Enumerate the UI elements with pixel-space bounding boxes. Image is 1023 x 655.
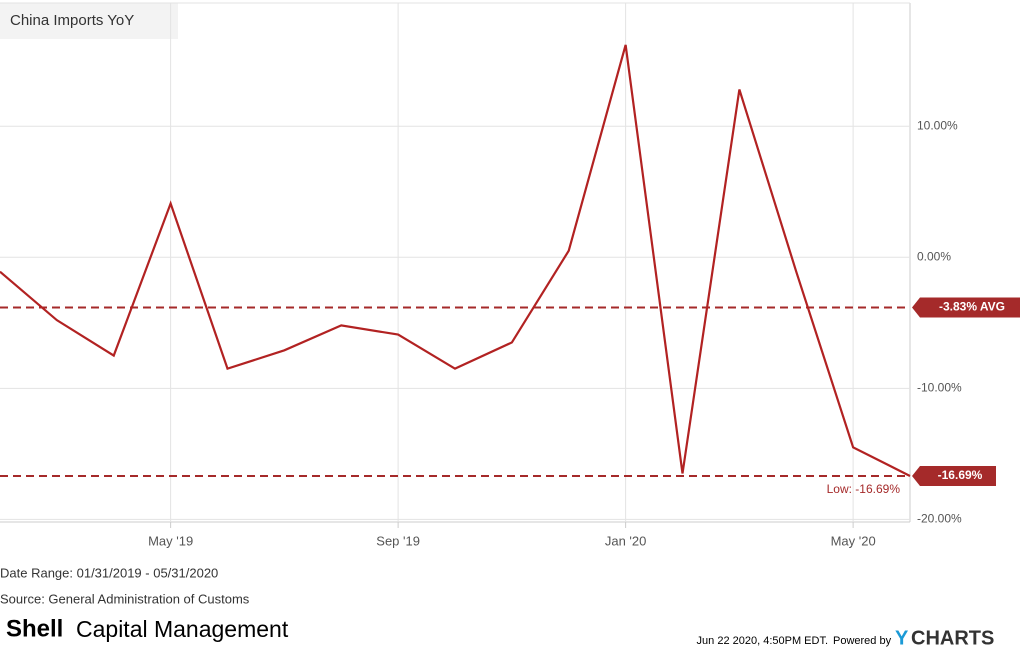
source: Source: General Administration of Custom… <box>0 591 250 606</box>
timestamp: Jun 22 2020, 4:50PM EDT. <box>697 635 828 647</box>
ycharts-y: Y <box>895 627 909 649</box>
reference-badge <box>912 297 1020 318</box>
y-tick-label: 0.00% <box>917 249 951 263</box>
powered-by: Powered by <box>833 635 892 647</box>
date-range: Date Range: 01/31/2019 - 05/31/2020 <box>0 565 218 580</box>
chart-title: China Imports YoY <box>10 12 134 29</box>
x-tick-label: Sep '19 <box>376 533 420 548</box>
reference-note: Low: -16.69% <box>827 482 901 496</box>
brand-rest: Capital Management <box>76 616 289 642</box>
y-tick-label: -10.00% <box>917 380 962 394</box>
x-tick-label: May '19 <box>148 533 193 548</box>
title-box <box>0 3 178 39</box>
line-series <box>0 44 911 477</box>
y-tick-label: 10.00% <box>917 118 958 132</box>
x-tick-label: May '20 <box>831 533 876 548</box>
brand-bold: Shell <box>6 615 63 642</box>
reference-label: -16.69% <box>938 468 983 482</box>
ycharts-rest: CHARTS <box>911 627 994 649</box>
reference-badge <box>912 465 996 486</box>
y-tick-label: -20.00% <box>917 512 962 526</box>
reference-label: -3.83% AVG <box>939 300 1005 314</box>
x-tick-label: Jan '20 <box>605 533 647 548</box>
